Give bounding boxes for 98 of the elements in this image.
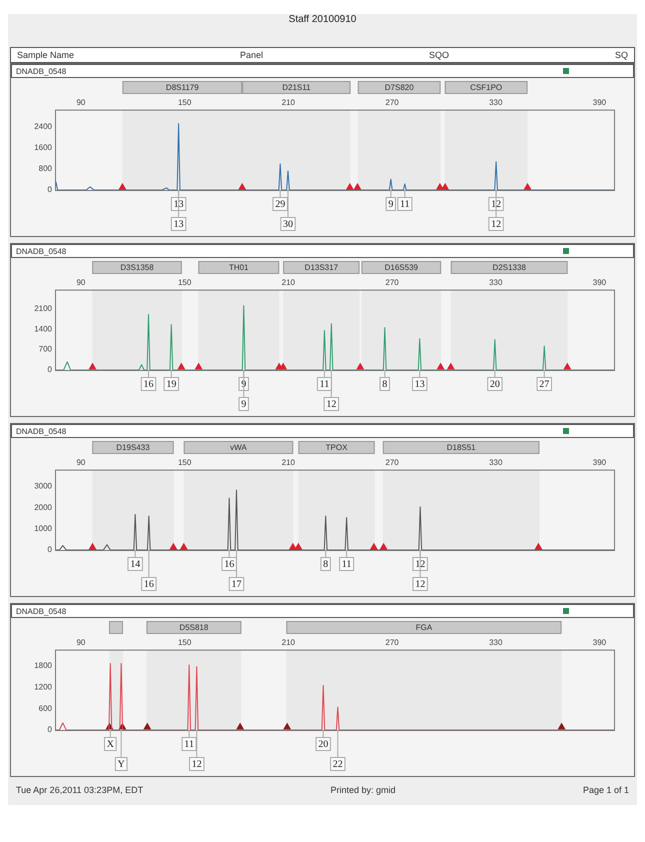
y-tick-label: 1200	[34, 682, 53, 692]
annotation: 14	[130, 559, 140, 570]
band-label: D2S1338	[492, 263, 526, 272]
x-tick-label: 150	[178, 98, 192, 108]
y-tick-label: 0	[48, 725, 53, 734]
annotation: 20	[318, 739, 328, 750]
band-label: FGA	[416, 623, 433, 632]
annotation: 12	[326, 399, 336, 410]
annotation: 12	[415, 579, 426, 590]
text: Tue Apr 26,2011 03:23PM, EDT	[16, 785, 144, 795]
x-tick-label: 210	[282, 458, 296, 468]
y-tick-label: 0	[48, 365, 53, 374]
band-label: CSF1PO	[470, 83, 502, 92]
x-tick-label: 90	[76, 98, 86, 108]
band-label: vWA	[230, 443, 248, 452]
text: SQO	[429, 50, 450, 60]
annotation: 12	[192, 759, 202, 770]
x-tick-label: 270	[385, 98, 400, 108]
annotation: 11	[342, 559, 352, 570]
annotation: 17	[231, 579, 242, 590]
annotation: 8	[323, 559, 328, 570]
annotation: 19	[166, 379, 176, 390]
annotation: 13	[174, 199, 184, 210]
annotation: X	[106, 739, 115, 750]
band-label: D16S539	[384, 263, 419, 272]
chart-title: Staff 20100910	[288, 14, 358, 25]
annotation: 9	[241, 399, 246, 410]
y-tick-label: 3000	[34, 482, 53, 491]
y-tick-label: 1800	[34, 660, 53, 670]
x-tick-label: 390	[592, 98, 607, 108]
annotation: 8	[382, 379, 388, 390]
annotation: 13	[174, 219, 184, 230]
chart-subtitle: DNADB_0548	[16, 66, 66, 76]
x-tick-label: 150	[178, 638, 192, 648]
band-label: D5S818	[179, 623, 209, 632]
x-tick-label: 390	[592, 638, 607, 648]
annotation: Y	[118, 759, 125, 770]
band-label: D8S1179	[166, 83, 200, 92]
x-tick-label: 90	[76, 638, 86, 648]
band-label: D19S433	[116, 443, 150, 452]
band-label: TH01	[228, 263, 250, 272]
annotation: 9	[388, 199, 394, 210]
band-label: D18S51	[446, 443, 476, 452]
annotation: 29	[275, 199, 286, 210]
x-tick-label: 210	[282, 278, 296, 288]
x-tick-label: 330	[489, 458, 503, 468]
x-tick-label: 330	[489, 98, 503, 108]
x-tick-label: 330	[489, 638, 503, 648]
y-tick-label: 2400	[34, 122, 53, 131]
y-tick-label: 1400	[34, 324, 53, 334]
y-tick-label: 0	[48, 185, 53, 194]
annotation: 11	[400, 199, 410, 210]
annotation: 16	[144, 579, 154, 590]
chart-subtitle: DNADB_0548	[16, 246, 66, 256]
x-tick-label: 390	[592, 458, 607, 468]
annotation: 13	[414, 379, 425, 390]
x-tick-label: 210	[282, 638, 296, 648]
text: Page 1 of 1	[582, 785, 629, 795]
annotation: 12	[491, 219, 502, 230]
x-tick-label: 390	[592, 278, 607, 288]
annotation: 22	[332, 759, 343, 770]
annotation: 11	[184, 739, 194, 750]
x-tick-label: 90	[76, 278, 86, 288]
x-tick-label: 150	[178, 458, 192, 468]
text: Panel	[240, 50, 264, 60]
annotation: 30	[282, 219, 293, 230]
text: SQ	[614, 50, 628, 60]
band-label: D7S820	[384, 83, 414, 92]
x-tick-label: 270	[385, 278, 400, 288]
y-tick-label: 2100	[34, 304, 53, 313]
y-tick-label: 1000	[34, 524, 53, 534]
chart-subtitle: DNADB_0548	[16, 426, 66, 436]
x-tick-label: 270	[385, 638, 400, 648]
annotation: 16	[224, 559, 234, 570]
y-tick-label: 600	[38, 704, 53, 713]
text: Printed by: gmid	[330, 785, 396, 795]
chart-subtitle: DNADB_0548	[16, 606, 66, 616]
x-tick-label: 270	[385, 458, 400, 468]
y-tick-label: 800	[38, 164, 53, 174]
x-tick-label: 150	[178, 278, 192, 288]
annotation: 12	[491, 199, 502, 210]
annotation: 11	[320, 379, 330, 390]
band-label: TPOX	[326, 443, 348, 452]
text: Sample Name	[17, 50, 74, 60]
band-label: D3S1358	[120, 263, 154, 272]
x-tick-label: 330	[489, 278, 503, 288]
y-tick-label: 1600	[34, 143, 53, 152]
x-tick-label: 210	[282, 98, 296, 108]
annotation: 16	[144, 379, 154, 390]
y-tick-label: 700	[38, 344, 53, 354]
annotation: 20	[490, 379, 500, 390]
annotation: 12	[415, 559, 426, 570]
y-tick-label: 0	[48, 545, 53, 554]
band-label: D21S11	[282, 83, 312, 92]
y-tick-label: 2000	[34, 502, 53, 512]
annotation: 27	[539, 379, 550, 390]
band-label: D13S317	[304, 263, 339, 272]
x-tick-label: 90	[76, 458, 86, 468]
